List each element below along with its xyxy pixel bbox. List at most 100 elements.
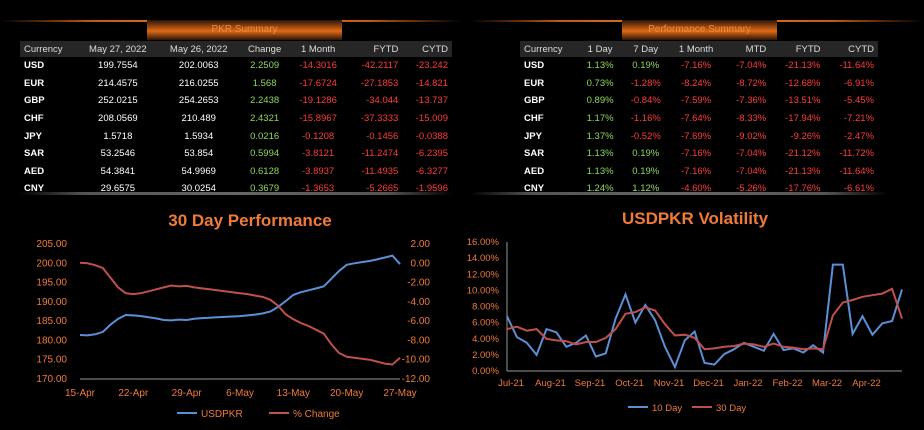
table-cell: -11.4935	[361, 165, 399, 177]
y-tick-label: 14.00%	[467, 253, 500, 264]
table-row: CNY 1.24% 1.12% -4.60% -5.26% -17.76% -6.61%	[520, 180, 878, 198]
table-cell: 199.7554	[98, 60, 138, 72]
table-cell: -19.1286	[299, 95, 337, 107]
column-header: FYTD	[373, 43, 399, 55]
table-row: GBP 252.0215 254.2653 2.2438 -19.1286 -34.044…	[20, 92, 452, 110]
table-cell: -7.16%	[681, 60, 712, 72]
table-cell: -5.45%	[843, 95, 874, 107]
table-row: CHF 208.0569 210.489 2.4321 -15.8967 -37.3333…	[20, 110, 452, 128]
table-cell: 254.2653	[178, 95, 219, 107]
table-cell: -17.94%	[785, 113, 821, 125]
column-header: Currency	[524, 43, 563, 55]
table-cell: 1.17%	[586, 113, 614, 125]
table-cell: -12.68%	[785, 77, 821, 89]
y-tick-label-left: 175.00	[36, 355, 67, 366]
table-cell: 252.0215	[98, 95, 138, 107]
table-cell: 1.24%	[586, 183, 614, 195]
table-cell: 0.19%	[632, 148, 660, 160]
table-cell: 53.2546	[100, 148, 136, 160]
table-cell: -0.84%	[630, 95, 661, 107]
series-line-0	[506, 263, 903, 370]
table-cell: 0.5994	[250, 148, 280, 160]
table-cell: 1.13%	[586, 148, 614, 160]
column-header: 1 Month	[678, 43, 714, 55]
table-cell: 54.9969	[181, 165, 216, 177]
y-tick-label: 4.00%	[472, 334, 499, 345]
y-tick-label-left: 195.00	[36, 278, 67, 289]
x-tick-label: Jul-21	[498, 378, 524, 389]
currency-code: SAR	[524, 148, 545, 160]
table-shadow-right	[470, 192, 888, 195]
column-header: CYTD	[422, 43, 448, 55]
table-cell: -11.64%	[839, 60, 874, 72]
table-shadow-left	[20, 192, 452, 195]
currency-code: CNY	[524, 183, 545, 195]
table-cell: 1.13%	[586, 165, 614, 177]
table-cell: -8.33%	[736, 113, 767, 125]
y-tick-label: 2.00%	[472, 350, 499, 361]
table-cell: 216.0255	[178, 77, 219, 89]
table-cell: -7.69%	[681, 130, 712, 142]
currency-code: GBP	[24, 95, 45, 107]
x-tick-label: 20-May	[330, 388, 363, 399]
table-cell: -21.13%	[785, 165, 821, 177]
table-cell: -11.72%	[839, 148, 874, 160]
table-cell: -7.04%	[736, 60, 767, 72]
currency-code: AED	[524, 165, 545, 177]
table-cell: -1.9596	[415, 183, 448, 195]
x-tick-label: Oct-21	[615, 378, 644, 389]
column-header: May 27, 2022	[89, 43, 147, 55]
table-cell: -1.3653	[302, 183, 335, 195]
table-cell: 1.568	[252, 77, 277, 89]
performance-summary-table: Currency 1 Day 7 Day 1 Month MTD FYTD CYTD USD…	[520, 41, 878, 198]
y-tick-label-left: 185.00	[36, 316, 67, 327]
table-cell: -14.3016	[299, 60, 337, 72]
table-cell: -7.16%	[681, 165, 712, 177]
y-tick-label: 10.00%	[467, 285, 500, 296]
table-cell: -7.64%	[681, 113, 712, 125]
y-tick-label: 6.00%	[472, 318, 499, 329]
y-tick-label: 0.00%	[472, 366, 499, 377]
table-cell: -17.6724	[299, 77, 337, 89]
table-cell: 210.489	[181, 113, 216, 125]
y-tick-label-right: -4.00	[407, 297, 430, 308]
chart-title-volatility: USDPKR Volatility	[621, 209, 769, 228]
table-cell: 54.3841	[100, 165, 136, 177]
table-cell: 2.4321	[250, 113, 280, 125]
table-cell: -6.3277	[415, 165, 448, 177]
table-cell: -6.61%	[843, 183, 874, 195]
table-row: GBP 0.89% -0.84% -7.59% -7.36% -13.51% -5.45%	[520, 92, 878, 110]
y-tick-label: 12.00%	[467, 269, 500, 280]
table-cell: -7.04%	[736, 148, 767, 160]
table-row: EUR 0.73% -1.28% -8.24% -8.72% -12.68% -6.91%	[520, 75, 878, 93]
x-tick-label: 13-May	[277, 388, 310, 399]
table-cell: 1.12%	[632, 183, 660, 195]
table-cell: -21.13%	[785, 60, 821, 72]
table-cell: 1.13%	[586, 60, 614, 72]
table-cell: 53.854	[184, 148, 214, 160]
x-tick-label: Feb-22	[772, 378, 802, 389]
table-cell: 1.5718	[103, 130, 133, 142]
table-cell: 0.19%	[632, 60, 660, 72]
currency-code: USD	[524, 60, 545, 72]
column-header: MTD	[745, 43, 767, 55]
table-row: USD 199.7554 202.0063 2.2509 -14.3016 -42.211…	[20, 57, 452, 75]
table-cell: 0.0216	[250, 130, 280, 142]
table-cell: -11.2474	[361, 148, 399, 160]
y-tick-label-right: -12.00	[402, 374, 431, 385]
table-row: JPY 1.37% -0.52% -7.69% -9.02% -9.26% -2.47%	[520, 127, 878, 145]
table-row: EUR 214.4575 216.0255 1.568 -17.6724 -27.1853…	[20, 75, 452, 93]
x-tick-label: Apr-22	[852, 378, 881, 389]
table-row: CNY 29.6575 30.0254 0.3679 -1.3653 -5.2665 -1.…	[20, 180, 452, 198]
pkr-summary-header-bg	[20, 41, 452, 57]
table-cell: 29.6575	[100, 183, 136, 195]
column-header: CYTD	[848, 43, 874, 55]
x-tick-label: 27-May	[383, 388, 416, 399]
currency-code: EUR	[24, 77, 45, 89]
table-cell: -37.3333	[360, 113, 399, 125]
x-tick-label: Jan-22	[733, 378, 762, 389]
y-tick-label-left: 170.00	[36, 374, 67, 385]
table-cell: -5.26%	[736, 183, 767, 195]
column-header: 7 Day	[633, 43, 659, 55]
y-tick-label-right: -8.00	[407, 335, 430, 346]
